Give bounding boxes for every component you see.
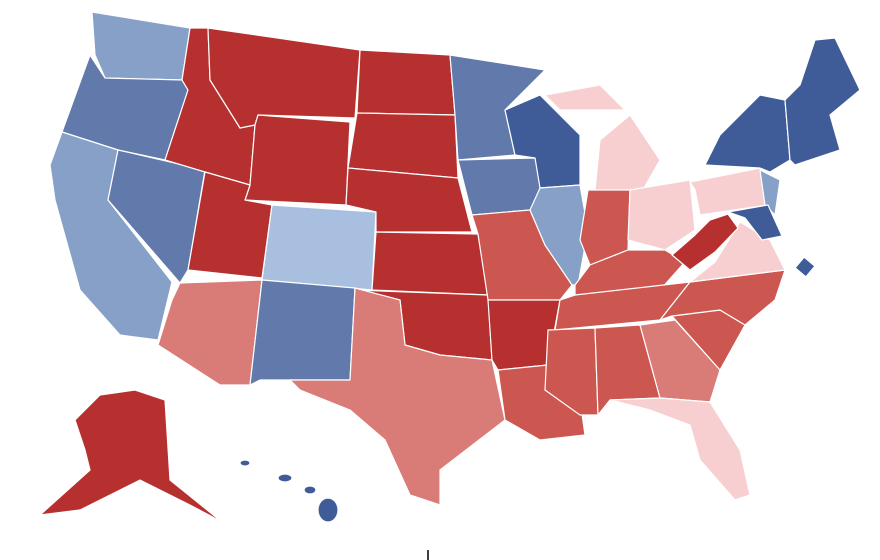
state [157,279,263,386]
state [594,114,661,196]
state [249,279,356,386]
state [639,319,721,403]
state [704,94,791,173]
state [544,84,626,111]
state [371,231,489,296]
state [303,485,317,495]
state [289,287,506,506]
state [609,397,751,501]
state [671,213,739,271]
state [347,112,459,179]
state [91,11,191,81]
state [627,179,696,251]
state [689,167,769,216]
state [39,389,223,523]
state [356,49,456,116]
state [244,114,351,206]
state [317,497,339,523]
state [784,37,861,166]
state [544,327,599,416]
state [261,204,377,291]
state [207,27,361,129]
state [727,204,783,241]
state [759,169,781,216]
state [794,256,816,278]
state [239,459,251,467]
state [277,473,293,483]
states [39,11,861,523]
